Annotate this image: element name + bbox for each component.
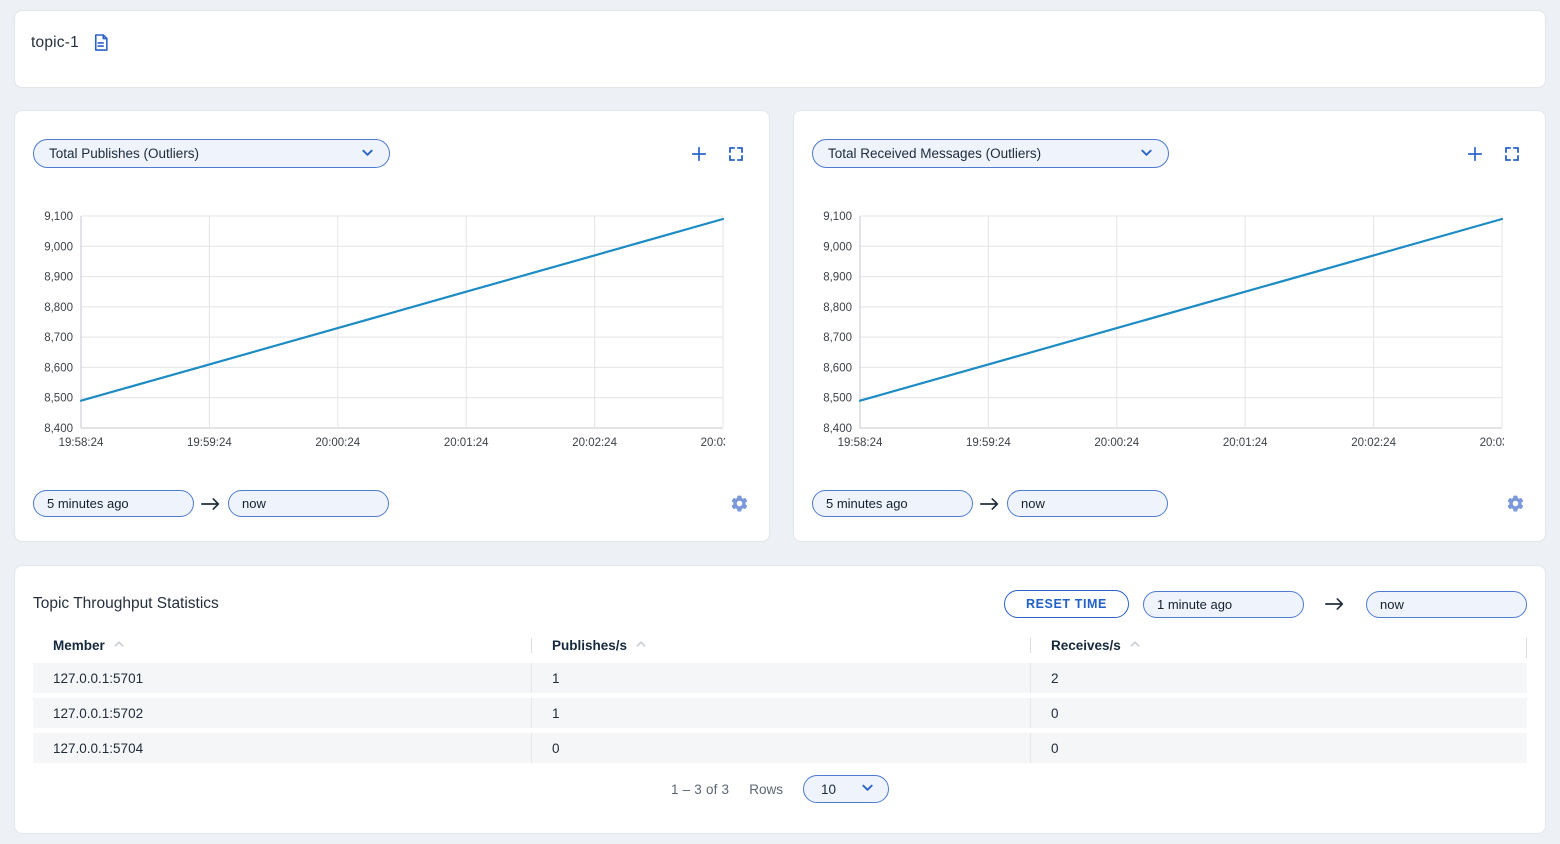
chevron-up-icon [113,638,125,653]
svg-text:20:00:24: 20:00:24 [315,437,360,449]
charts-row: Total Publishes (Outliers) 8,400 8,500 8,6… [14,110,1546,542]
time-from-input[interactable] [812,490,973,517]
chart-panel-publishes: Total Publishes (Outliers) 8,400 8,500 8,6… [14,110,770,542]
svg-text:19:59:24: 19:59:24 [966,437,1011,449]
table-cell: 0 [1030,733,1527,763]
throughput-stats-card: Topic Throughput Statistics RESET TIME M… [14,565,1546,834]
stats-table-body: 127.0.0.1:5701 1 2 127.0.0.1:5702 1 0 127.0.0.… [33,663,1527,763]
gear-icon[interactable] [1506,494,1525,513]
table-cell: 127.0.0.1:5704 [53,740,144,756]
chart-received: 8,400 8,500 8,600 8,700 8,800 8,900 9,000 9,100… [812,204,1527,456]
time-to-input[interactable] [1007,490,1168,517]
table-cell: 1 [531,698,1030,728]
svg-text:8,600: 8,600 [823,362,852,374]
svg-text:19:58:24: 19:58:24 [59,437,104,449]
svg-text:19:59:24: 19:59:24 [187,437,232,449]
gear-icon[interactable] [730,494,749,513]
metric-select-label: Total Received Messages (Outliers) [828,146,1042,161]
column-header-publishes[interactable]: Publishes/s [531,638,1030,653]
column-header-member[interactable]: Member [33,638,531,653]
svg-text:20:02:24: 20:02:24 [1351,437,1396,449]
table-title: Topic Throughput Statistics [33,595,219,612]
svg-text:8,800: 8,800 [823,302,852,314]
table-row[interactable]: 127.0.0.1:5704 0 0 [33,733,1527,763]
table-cell: 0 [1030,698,1527,728]
arrow-right-icon [1324,596,1346,612]
arrow-right-icon [979,496,1001,512]
table-header: Member Publishes/s Receives/s [33,632,1527,663]
chart-publishes: 8,400 8,500 8,600 8,700 8,800 8,900 9,000 9,100… [33,204,751,456]
svg-text:8,500: 8,500 [823,393,852,405]
panel-foot [33,490,751,517]
panel-actions [1465,144,1521,164]
metric-select-received[interactable]: Total Received Messages (Outliers) [812,139,1169,168]
table-row[interactable]: 127.0.0.1:5702 1 0 [33,698,1527,728]
svg-text:9,000: 9,000 [823,241,852,253]
svg-text:8,900: 8,900 [44,272,73,284]
table-row[interactable]: 127.0.0.1:5701 1 2 [33,663,1527,693]
table-time-to-input[interactable] [1366,590,1527,618]
table-cell: 0 [531,733,1030,763]
column-header-receives[interactable]: Receives/s [1030,638,1527,653]
svg-text:8,400: 8,400 [44,423,73,435]
table-cell: 127.0.0.1:5702 [53,705,144,721]
table-cell: 1 [531,663,1030,693]
arrow-right-icon [200,496,222,512]
pagination: 1 – 3 of 3 Rows 10 [33,775,1527,803]
svg-text:8,700: 8,700 [823,332,852,344]
plus-icon[interactable] [1465,144,1485,164]
panel-head: Total Publishes (Outliers) [33,139,751,168]
svg-text:8,400: 8,400 [823,423,852,435]
panel-head: Total Received Messages (Outliers) [812,139,1527,168]
svg-text:20:02:24: 20:02:24 [572,437,617,449]
svg-text:8,900: 8,900 [823,272,852,284]
chart-panel-received: Total Received Messages (Outliers) 8,400… [793,110,1546,542]
reset-time-button[interactable]: RESET TIME [1003,590,1129,618]
svg-text:8,800: 8,800 [44,302,73,314]
plus-icon[interactable] [689,144,709,164]
svg-text:8,500: 8,500 [44,393,73,405]
panel-actions [689,144,745,164]
time-to-input[interactable] [228,490,389,517]
fullscreen-icon[interactable] [1503,145,1521,163]
document-icon[interactable] [91,33,110,52]
rows-per-page-value: 10 [821,781,837,797]
rows-per-page-select[interactable]: 10 [803,775,890,803]
table-time-from-input[interactable] [1143,590,1304,618]
time-from-input[interactable] [33,490,194,517]
chevron-down-icon [360,145,375,163]
svg-text:19:58:24: 19:58:24 [838,437,883,449]
svg-text:8,600: 8,600 [44,362,73,374]
svg-text:9,000: 9,000 [44,241,73,253]
table-cell: 2 [1030,663,1527,693]
topic-header-card: topic-1 [14,10,1546,88]
svg-text:9,100: 9,100 [44,211,73,223]
svg-text:9,100: 9,100 [823,211,852,223]
chevron-up-icon [635,638,647,653]
table-head-row: Topic Throughput Statistics RESET TIME [33,566,1527,618]
svg-text:20:01:24: 20:01:24 [1223,437,1268,449]
line-chart-received: 8,400 8,500 8,600 8,700 8,800 8,900 9,000 9,100… [823,211,1525,449]
line-chart-publishes: 8,400 8,500 8,600 8,700 8,800 8,900 9,000 9,100… [44,211,746,449]
svg-text:20:00:24: 20:00:24 [1094,437,1139,449]
svg-text:20:03:24: 20:03:24 [1480,437,1504,449]
chevron-down-icon [1139,145,1154,163]
metric-select-publishes[interactable]: Total Publishes (Outliers) [33,139,390,168]
fullscreen-icon[interactable] [727,145,745,163]
time-controls: RESET TIME [1003,590,1527,618]
svg-text:20:01:24: 20:01:24 [444,437,489,449]
chevron-up-icon [1129,638,1141,653]
panel-foot [812,490,1527,517]
svg-text:20:03:24: 20:03:24 [701,437,725,449]
pagination-range: 1 – 3 of 3 [670,781,730,797]
chevron-down-icon [860,780,875,798]
table-cell: 127.0.0.1:5701 [53,670,144,686]
metric-select-label: Total Publishes (Outliers) [49,146,200,161]
rows-label: Rows [749,781,784,797]
svg-text:8,700: 8,700 [44,332,73,344]
page-title: topic-1 [31,34,79,51]
